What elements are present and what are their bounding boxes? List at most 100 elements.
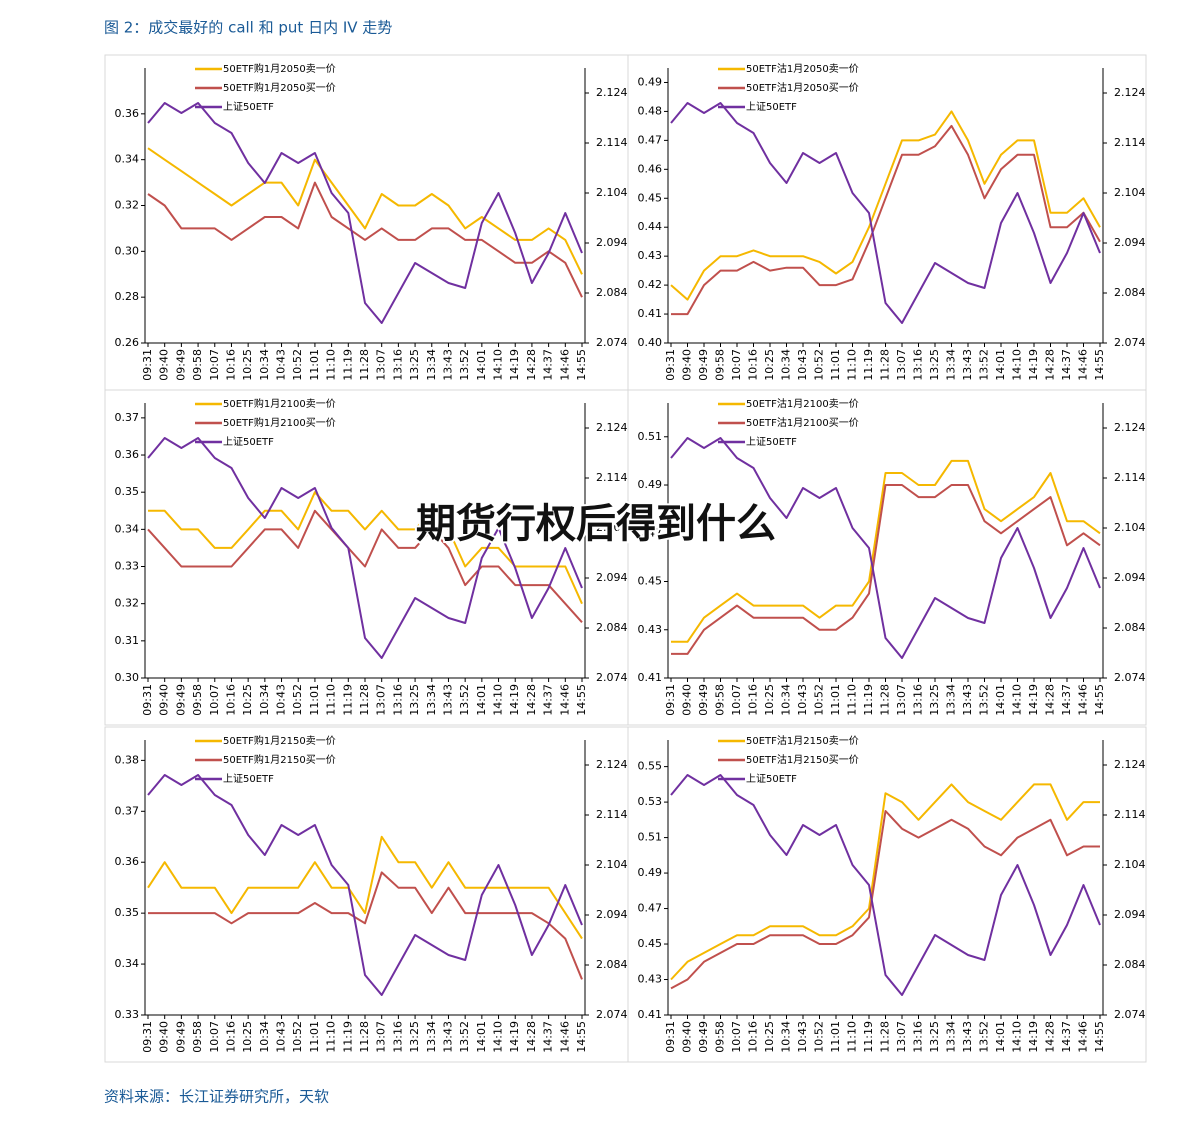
x-tick-label: 11:19 — [862, 349, 875, 381]
x-tick-label: 14:10 — [492, 1021, 505, 1053]
y-tick-label: 0.31 — [115, 634, 140, 647]
x-tick-label: 09:49 — [697, 684, 710, 716]
panel-border — [627, 726, 1147, 1063]
x-tick-label: 14:28 — [1044, 349, 1057, 381]
x-tick-label: 14:01 — [994, 349, 1007, 381]
y2-tick-label: 2.084 — [596, 621, 628, 634]
x-tick-label: 13:16 — [391, 1021, 404, 1053]
x-tick-label: 09:31 — [141, 349, 154, 381]
y-tick-label: 0.43 — [638, 249, 663, 262]
y-tick-label: 0.43 — [638, 623, 663, 636]
x-tick-label: 14:37 — [542, 349, 555, 381]
x-tick-label: 09:49 — [697, 1021, 710, 1053]
x-tick-label: 14:10 — [492, 349, 505, 381]
x-tick-label: 14:37 — [1060, 1021, 1073, 1053]
x-tick-label: 11:10 — [846, 684, 859, 716]
y2-tick-label: 2.104 — [1114, 858, 1146, 871]
x-tick-label: 13:43 — [441, 684, 454, 716]
x-tick-label: 10:34 — [258, 349, 271, 381]
x-tick-label: 14:10 — [1011, 1021, 1024, 1053]
y-tick-label: 0.49 — [638, 866, 663, 879]
y-tick-label: 0.51 — [638, 430, 663, 443]
x-tick-label: 11:01 — [308, 1021, 321, 1053]
x-tick-label: 14:37 — [1060, 349, 1073, 381]
y2-tick-label: 2.094 — [596, 571, 628, 584]
y2-tick-label: 2.124 — [1114, 758, 1146, 771]
y-tick-label: 0.43 — [638, 973, 663, 986]
x-tick-label: 14:46 — [558, 349, 571, 381]
x-tick-label: 11:19 — [341, 349, 354, 381]
legend-label: 50ETF沽1月2050卖一价 — [746, 62, 859, 75]
y2-tick-label: 2.114 — [1114, 471, 1146, 484]
y-tick-label: 0.46 — [638, 162, 663, 175]
x-tick-label: 10:52 — [291, 349, 304, 381]
x-tick-label: 14:46 — [1077, 1021, 1090, 1053]
x-tick-label: 14:19 — [508, 684, 521, 716]
panel-border — [104, 54, 629, 391]
x-tick-label: 09:58 — [714, 349, 727, 381]
x-tick-label: 13:25 — [408, 349, 421, 381]
y2-tick-label: 2.114 — [596, 471, 628, 484]
x-tick-label: 13:25 — [408, 1021, 421, 1053]
x-tick-label: 14:01 — [475, 349, 488, 381]
x-tick-label: 13:52 — [458, 1021, 471, 1053]
series-line — [670, 437, 1101, 659]
x-tick-label: 10:43 — [796, 684, 809, 716]
x-tick-label: 13:16 — [912, 349, 925, 381]
x-tick-label: 14:01 — [475, 1021, 488, 1053]
y-tick-label: 0.36 — [115, 448, 140, 461]
x-tick-label: 09:58 — [191, 349, 204, 381]
y-tick-label: 0.45 — [638, 937, 663, 950]
y-tick-label: 0.37 — [115, 411, 140, 424]
y2-tick-label: 2.084 — [596, 958, 628, 971]
y2-tick-label: 2.124 — [596, 758, 628, 771]
y2-tick-label: 2.074 — [596, 671, 628, 684]
y-tick-label: 0.32 — [115, 199, 140, 212]
x-tick-label: 13:34 — [425, 1021, 438, 1053]
x-tick-label: 13:07 — [895, 684, 908, 716]
x-tick-label: 14:19 — [1027, 349, 1040, 381]
legend-label: 上证50ETF — [223, 773, 274, 785]
x-tick-label: 14:19 — [1027, 1021, 1040, 1053]
x-tick-label: 13:07 — [895, 349, 908, 381]
series-line — [147, 102, 583, 324]
x-tick-label: 14:10 — [1011, 349, 1024, 381]
overlay-title: 期货行权后得到什么 — [416, 501, 776, 547]
y-tick-label: 0.35 — [115, 485, 140, 498]
x-tick-label: 14:46 — [558, 684, 571, 716]
x-tick-label: 10:16 — [224, 684, 237, 716]
x-tick-label: 10:16 — [224, 349, 237, 381]
x-tick-label: 09:40 — [681, 1021, 694, 1053]
x-tick-label: 10:43 — [796, 349, 809, 381]
y2-tick-label: 2.084 — [1114, 621, 1146, 634]
x-tick-label: 10:07 — [730, 1021, 743, 1053]
y2-tick-label: 2.104 — [1114, 521, 1146, 534]
x-tick-label: 13:34 — [945, 684, 958, 716]
x-tick-label: 14:01 — [994, 684, 1007, 716]
y-tick-label: 0.41 — [638, 1008, 663, 1021]
y2-tick-label: 2.114 — [596, 808, 628, 821]
x-tick-label: 13:34 — [425, 349, 438, 381]
x-tick-label: 09:31 — [141, 684, 154, 716]
x-tick-label: 13:25 — [408, 684, 421, 716]
series-line — [671, 459, 1101, 643]
series-line — [147, 147, 583, 275]
x-tick-label: 14:46 — [558, 1021, 571, 1053]
legend-label: 上证50ETF — [223, 101, 274, 113]
y2-tick-label: 2.124 — [1114, 86, 1146, 99]
x-tick-label: 11:01 — [829, 1021, 842, 1053]
x-tick-label: 10:25 — [763, 1021, 776, 1053]
y2-tick-label: 2.074 — [596, 1008, 628, 1021]
x-tick-label: 14:10 — [492, 684, 505, 716]
y2-tick-label: 2.124 — [1114, 421, 1146, 434]
legend-label: 50ETF购1月2100卖一价 — [223, 397, 336, 410]
y2-tick-label: 2.114 — [1114, 808, 1146, 821]
panel-border — [104, 389, 629, 726]
y2-tick-label: 2.084 — [1114, 958, 1146, 971]
x-tick-label: 09:31 — [664, 1021, 677, 1053]
x-tick-label: 13:07 — [375, 349, 388, 381]
x-tick-label: 14:19 — [1027, 684, 1040, 716]
x-tick-label: 13:34 — [945, 1021, 958, 1053]
y2-tick-label: 2.114 — [596, 136, 628, 149]
